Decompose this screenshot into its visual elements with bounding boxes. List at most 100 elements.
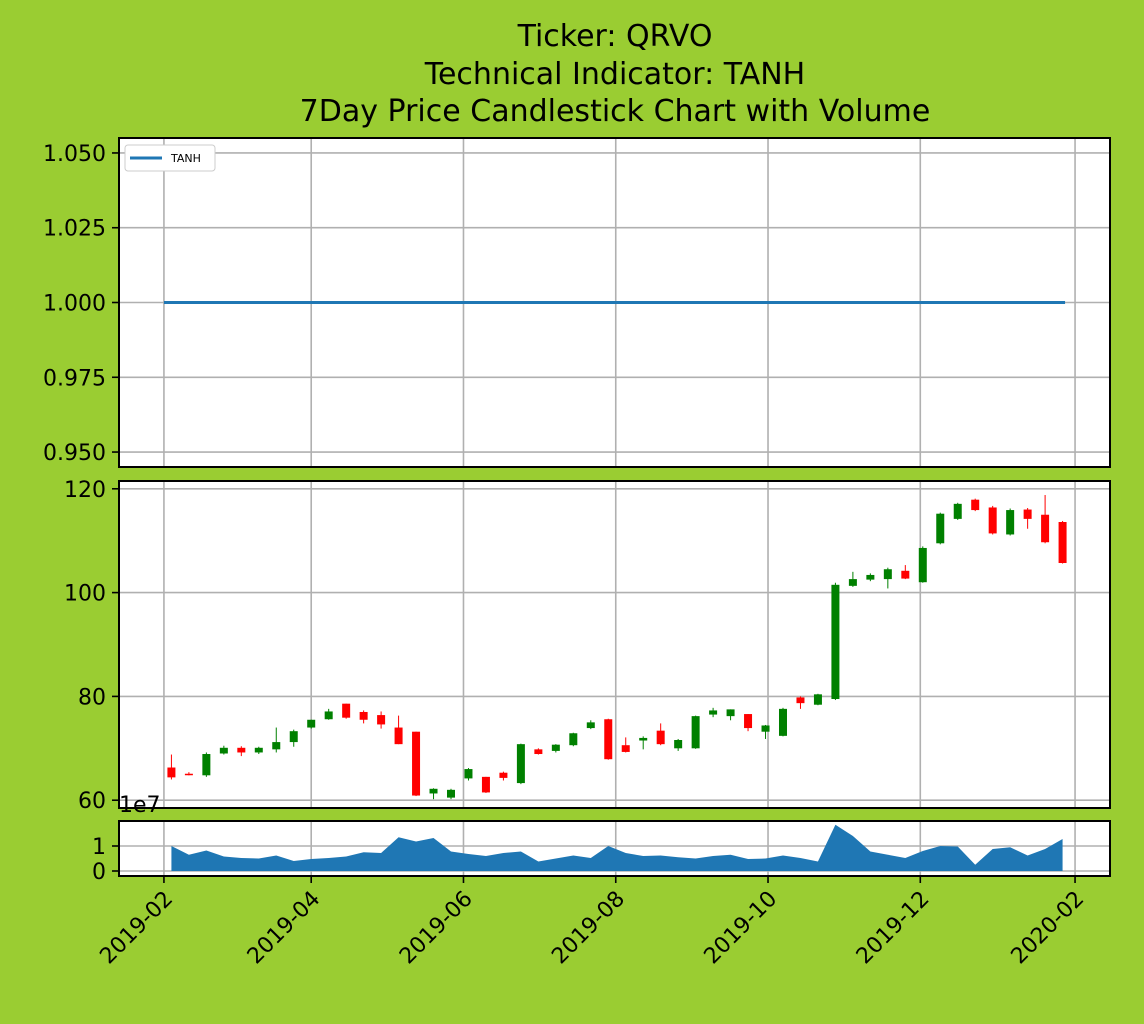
candle-body xyxy=(412,731,421,796)
candle-body xyxy=(481,776,490,793)
candle-body xyxy=(604,719,613,760)
chart-title-line-2: Technical Indicator: TANH xyxy=(424,57,806,92)
candle-body xyxy=(744,714,753,729)
candle-body xyxy=(307,719,316,728)
y-tick-label: 100 xyxy=(64,582,106,607)
candle-body xyxy=(639,737,648,741)
candle-up xyxy=(289,729,298,747)
candle-down xyxy=(971,498,980,512)
candle-body xyxy=(656,730,665,745)
candle-body xyxy=(778,708,787,736)
candle-body xyxy=(831,584,840,699)
candle-down xyxy=(621,737,630,753)
candle-up xyxy=(848,571,857,587)
candle-up xyxy=(726,709,735,721)
x-tick-label: 2020-02 xyxy=(1007,887,1090,970)
candle-down xyxy=(342,703,351,719)
candle-up xyxy=(866,573,875,582)
indicator-frame xyxy=(118,137,1111,468)
candle-body xyxy=(988,507,997,534)
candle-up xyxy=(516,743,525,785)
candle-body xyxy=(377,715,386,725)
candle-up xyxy=(307,719,316,729)
candle-body xyxy=(446,789,455,798)
candle-up xyxy=(446,788,455,800)
chart-title-line-1: Ticker: QRVO xyxy=(517,19,713,54)
candle-down xyxy=(1023,507,1032,529)
volume-area xyxy=(171,824,1063,871)
candle-body xyxy=(342,703,351,718)
candle-body xyxy=(237,747,246,753)
y-tick-label: 1 xyxy=(92,835,106,860)
candle-down xyxy=(534,748,543,755)
candle-up xyxy=(219,745,228,755)
x-tick-label: 2019-12 xyxy=(852,887,935,970)
indicator-panel: 0.950 0.975 1.000 1.025 1.050 TANH xyxy=(43,137,1111,468)
candle-down xyxy=(184,772,193,776)
candle-body xyxy=(516,744,525,784)
candle-up xyxy=(674,738,683,751)
candle-up xyxy=(464,768,473,781)
candle-body xyxy=(796,697,805,704)
candle-down xyxy=(167,754,176,780)
volume-exponent-label: 1e7 xyxy=(119,793,161,818)
candle-up xyxy=(1006,508,1015,536)
candle-up xyxy=(691,715,700,749)
candle-body xyxy=(726,709,735,717)
candle-down xyxy=(1041,495,1050,544)
candle-down xyxy=(604,718,613,760)
candle-down xyxy=(499,771,508,781)
y-tick-label: 1.025 xyxy=(43,217,106,242)
price-grid xyxy=(119,481,1110,808)
candle-body xyxy=(1041,514,1050,543)
indicator-y-tick-labels: 0.950 0.975 1.000 1.025 1.050 xyxy=(43,142,119,466)
candle-body xyxy=(499,772,508,778)
y-tick-label: 1.000 xyxy=(43,292,106,317)
candle-body xyxy=(429,788,438,794)
volume-frame xyxy=(118,820,1111,877)
y-tick-label: 1.050 xyxy=(43,142,106,167)
price-frame xyxy=(118,480,1111,809)
candle-body xyxy=(621,745,630,752)
candle-down xyxy=(481,776,490,793)
candle-up xyxy=(429,788,438,800)
candle-body xyxy=(394,727,403,745)
y-tick-label: 0.975 xyxy=(43,366,106,391)
candle-up xyxy=(831,582,840,701)
candle-down xyxy=(796,696,805,709)
candle-body xyxy=(1058,522,1067,564)
price-y-tick-labels: 60 80 100 120 xyxy=(64,478,119,814)
candle-down xyxy=(394,715,403,745)
candle-body xyxy=(289,731,298,743)
volume-panel: 01 1e7 xyxy=(92,793,1111,885)
candle-down xyxy=(988,505,997,535)
x-tick-label: 2019-04 xyxy=(243,887,326,970)
x-tick-label: 2019-02 xyxy=(95,887,178,970)
chart-title: Ticker: QRVO Technical Indicator: TANH 7… xyxy=(300,19,931,129)
candle-body xyxy=(254,747,263,753)
price-plot-area xyxy=(118,480,1111,809)
candle-down xyxy=(377,711,386,729)
candle-body xyxy=(971,499,980,511)
candle-body xyxy=(184,773,193,776)
candle-body xyxy=(936,513,945,544)
candle-up xyxy=(709,707,718,718)
y-tick-label: 0 xyxy=(92,860,106,885)
candle-up xyxy=(272,727,281,753)
candle-up xyxy=(254,746,263,755)
candle-body xyxy=(691,716,700,749)
candle-down xyxy=(744,714,753,732)
candle-body xyxy=(1006,510,1015,535)
candle-body xyxy=(324,711,333,720)
indicator-legend: TANH xyxy=(124,144,216,172)
candle-down xyxy=(656,723,665,746)
candle-up xyxy=(813,693,822,706)
x-tick-label: 2019-06 xyxy=(395,887,478,970)
candle-body xyxy=(569,733,578,746)
x-tick-label: 2019-08 xyxy=(547,887,630,970)
candle-down xyxy=(412,731,421,797)
candle-up xyxy=(586,720,595,730)
candle-down xyxy=(1058,520,1067,564)
